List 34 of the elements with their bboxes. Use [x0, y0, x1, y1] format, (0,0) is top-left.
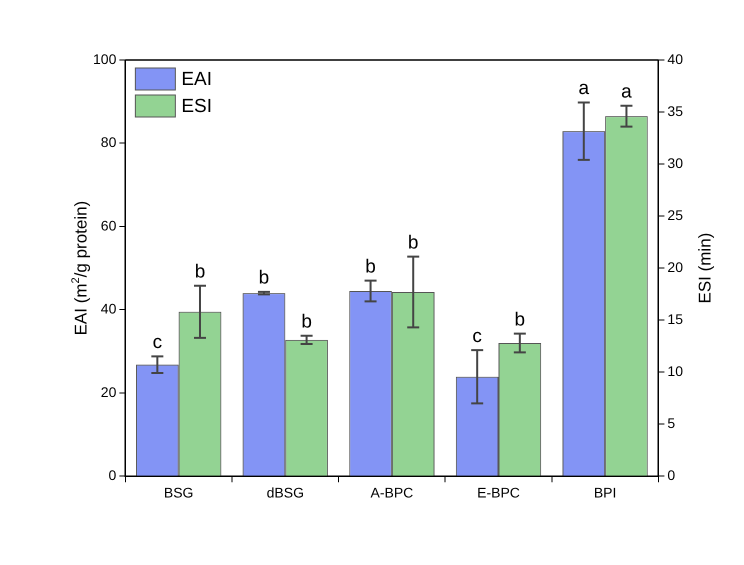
y-tick-label: 0 [108, 467, 117, 484]
data-label: a [578, 78, 590, 100]
y-tick-label: 80 [100, 134, 117, 150]
y-tick-label: 100 [93, 50, 117, 67]
y-tick-label: 40 [100, 300, 117, 317]
data-label: a [621, 82, 632, 103]
data-label: b [365, 256, 376, 278]
data-label: b [301, 311, 312, 332]
data-label: b [194, 262, 206, 283]
y-tick-label: 60 [100, 217, 117, 234]
data-label: b [514, 309, 526, 330]
data-label: c [472, 326, 482, 347]
data-label: b [408, 232, 419, 254]
y-axis-title: EAI (m2/g protein) [70, 200, 91, 336]
y2-tick-label: 10 [667, 363, 684, 380]
y2-tick-label: 25 [667, 206, 684, 223]
y2-tick-label: 40 [667, 50, 684, 67]
y2-tick-label: 30 [667, 154, 684, 171]
y2-tick-label: 15 [667, 310, 684, 327]
data-label: c [152, 332, 162, 354]
x-tick-label: BSG [164, 484, 194, 500]
legend-label: EAI [181, 69, 212, 90]
y2-tick-label: 35 [667, 102, 684, 119]
x-tick-label: dBSG [266, 484, 304, 500]
x-tick-label: E-BPC [477, 484, 520, 500]
y2-tick-label: 5 [667, 415, 676, 432]
y2-tick-label: 0 [667, 467, 676, 484]
y-tick-label: 20 [100, 384, 117, 400]
x-tick-label: BPI [594, 484, 616, 500]
data-label: b [258, 268, 270, 289]
legend-label: ESI [181, 96, 212, 118]
y2-axis-title: ESI (min) [696, 232, 715, 304]
y2-tick-label: 20 [667, 258, 684, 275]
x-tick-label: A-BPC [370, 484, 414, 500]
